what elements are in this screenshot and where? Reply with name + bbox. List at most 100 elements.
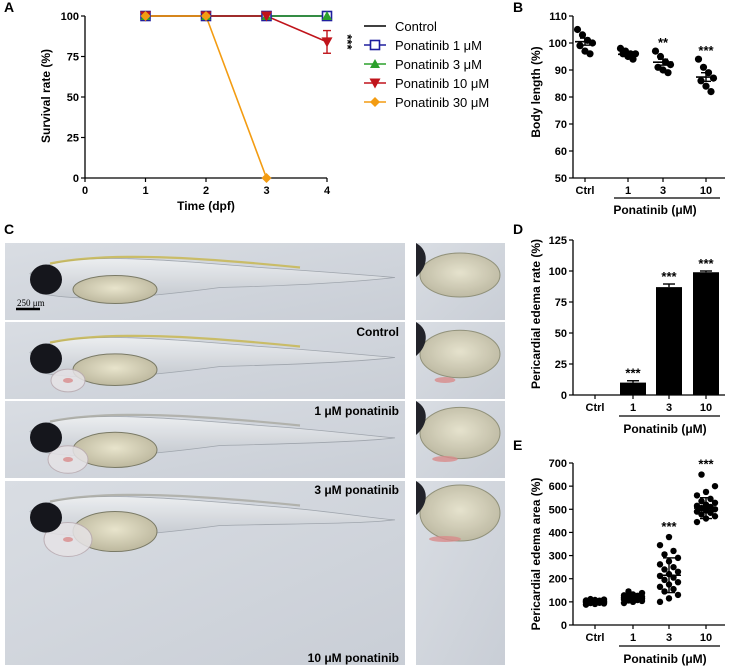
chart-e-point — [656, 583, 664, 591]
chart-e-x-tick-label: 10 — [700, 632, 712, 644]
chart-e-point — [711, 499, 719, 507]
chart-b-point — [694, 55, 703, 63]
chart-a-point — [321, 37, 333, 48]
chart-e-point — [665, 595, 673, 602]
chart-a-x-tick-label: 2 — [203, 185, 209, 197]
chart-b-y-tick-label: 50 — [555, 173, 567, 185]
chart-e-x-tick-label: Ctrl — [586, 632, 605, 644]
chart-e-y-tick-label: 200 — [549, 574, 567, 586]
panel-label-d: D — [513, 221, 523, 237]
chart-a-significance: *** — [340, 34, 355, 50]
chart-a-x-tick-label: 1 — [142, 185, 148, 197]
chart-a-legend-marker — [369, 39, 381, 51]
chart-e-y-tick-label: 600 — [549, 481, 567, 493]
chart-e-point — [638, 589, 646, 597]
chart-a-point — [201, 11, 211, 21]
chart-b-point — [586, 50, 594, 58]
fish-yolk — [72, 275, 158, 304]
scale-bar-label: 250 μm — [17, 298, 45, 308]
chart-d-bar — [620, 382, 646, 395]
chart-e-point — [661, 576, 668, 584]
heart-closeup-eye — [416, 481, 426, 515]
heart-closeup-yolk — [419, 406, 501, 460]
heart-closeup-yolk — [419, 252, 501, 298]
chart-b-point — [664, 69, 672, 77]
chart-e-point — [670, 547, 677, 555]
chart-e-point — [625, 588, 632, 595]
chart-d-group-label: Ponatinib (μM) — [623, 422, 706, 436]
chart-a-y-tick-label: 0 — [73, 173, 79, 185]
chart-b-point — [656, 52, 665, 61]
chart-a-legend-label: Ponatinib 3 μM — [395, 57, 482, 72]
chart-e-point — [661, 551, 668, 558]
chart-e-point — [656, 598, 664, 606]
chart-d-bar — [656, 287, 682, 395]
chart-a-y-tick-label: 75 — [67, 52, 79, 64]
chart-d-y-tick-label: 75 — [555, 297, 567, 309]
chart-e-x-tick-label: 1 — [630, 632, 636, 644]
chart-d-y-tick-label: 25 — [555, 359, 567, 371]
chart-d-x-tick-label: 3 — [666, 402, 672, 414]
fish-heart — [63, 457, 73, 462]
chart-d-x-tick-label: 10 — [700, 402, 712, 414]
chart-e-group-label: Ponatinib (μM) — [623, 652, 706, 666]
chart-a-point — [261, 173, 272, 183]
fish-eye — [30, 264, 62, 295]
chart-e-significance: *** — [698, 457, 714, 472]
chart-e-x-tick-label: 3 — [666, 632, 672, 644]
chart-a-legend-label: Ponatinib 30 μM — [395, 95, 489, 110]
chart-a-legend-marker — [369, 78, 381, 89]
chart-e-point — [656, 561, 664, 568]
chart-d-significance: *** — [698, 256, 714, 271]
chart-d-y-tick-label: 125 — [549, 235, 567, 247]
chart-a-point — [261, 11, 272, 22]
chart-b-point — [651, 47, 660, 55]
zebrafish-photos: Control 1 μM ponatinib 3 μM ponatinib 10… — [5, 243, 505, 665]
chart-a-x-tick-label: 3 — [263, 185, 269, 197]
panel-label-c: C — [4, 221, 14, 237]
chart-b-x-tick-label: Ctrl — [576, 185, 595, 197]
chart-e-point — [661, 588, 668, 595]
heart-closeup-eye — [416, 401, 426, 435]
heart-closeup-heart — [434, 377, 456, 383]
chart-d-x-tick-label: Ctrl — [586, 402, 605, 414]
chart-e-y-tick-label: 500 — [549, 504, 567, 516]
chart-b-y-tick-label: 60 — [555, 146, 567, 158]
chart-d-x-tick-label: 1 — [630, 402, 636, 414]
chart-d-y-tick-label: 0 — [561, 390, 567, 402]
chart-e: Pericardial edema area (%) Ponatinib (μM… — [529, 457, 725, 666]
photo-label-3um: 3 μM ponatinib — [314, 483, 399, 497]
chart-e-point — [707, 495, 714, 503]
chart-a-legend-label: Control — [395, 19, 437, 34]
chart-b-point — [573, 25, 582, 34]
chart-a-xlabel: Time (dpf) — [177, 199, 235, 213]
heart-closeup-eye — [416, 322, 426, 356]
chart-a-ylabel: Survival rate (%) — [39, 49, 53, 143]
chart-a-point — [140, 11, 151, 21]
chart-b-point — [709, 74, 718, 82]
chart-b-y-tick-label: 90 — [555, 65, 567, 77]
chart-a: Survival rate (%) Time (dpf) 0 25 50 75 100 0… — [39, 10, 489, 213]
chart-e-ylabel: Pericardial edema area (%) — [529, 478, 543, 631]
chart-a-y-tick-label: 50 — [67, 92, 79, 104]
chart-b-ylabel: Body length (%) — [529, 46, 543, 137]
chart-a-series-line — [145, 15, 268, 179]
chart-a-x-tick-label: 4 — [324, 185, 331, 197]
chart-e-y-tick-label: 300 — [549, 551, 567, 563]
chart-a-legend-marker — [370, 97, 380, 107]
chart-d: Pericardial edema rate (%) Ponatinib (μM… — [529, 235, 725, 436]
fish-eye — [30, 502, 62, 533]
fish-heart — [63, 537, 73, 542]
chart-a-point — [322, 11, 332, 20]
fish-dorsal-pigment — [49, 334, 301, 348]
chart-b-point — [629, 55, 637, 63]
chart-d-ylabel: Pericardial edema rate (%) — [529, 239, 543, 389]
chart-b-significance: ** — [658, 35, 669, 50]
chart-b-point — [699, 63, 708, 71]
chart-e-y-tick-label: 100 — [549, 597, 567, 609]
chart-e-point — [674, 554, 682, 562]
chart-e-point — [698, 497, 705, 505]
chart-a-legend-label: Ponatinib 10 μM — [395, 76, 489, 91]
chart-e-point — [670, 585, 677, 593]
